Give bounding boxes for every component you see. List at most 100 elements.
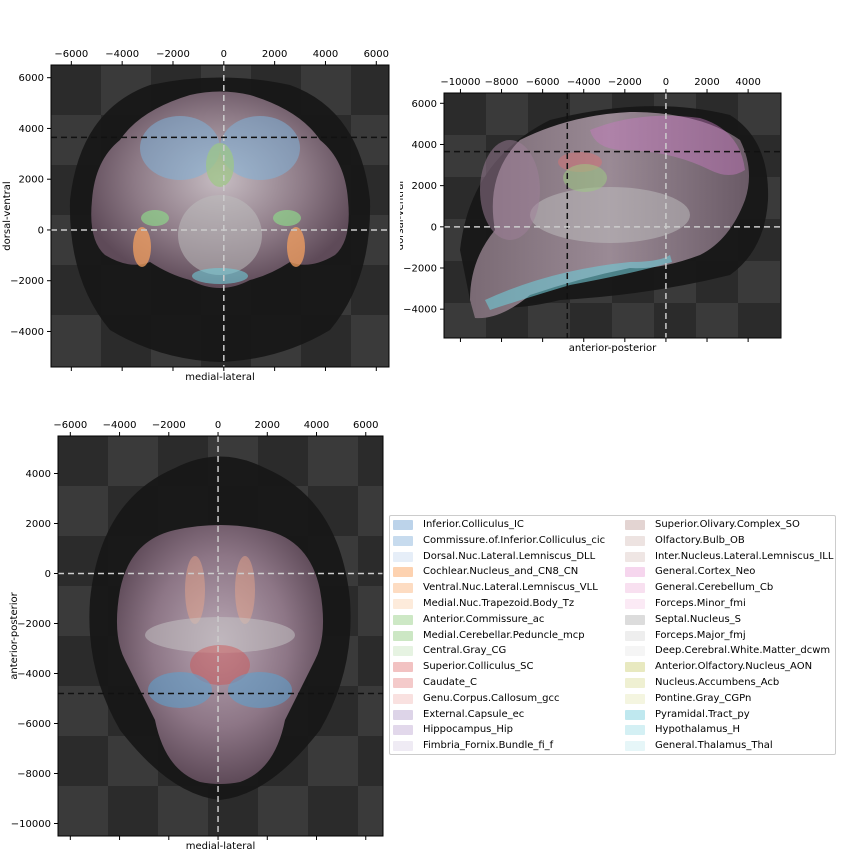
legend-swatch — [393, 535, 413, 546]
legend-swatch — [625, 741, 645, 752]
legend-label: Hippocampus_Hip — [423, 724, 514, 736]
x-tick-label: 6000 — [364, 49, 389, 60]
region-brainstem-gray — [530, 187, 690, 243]
legend-swatch — [625, 567, 645, 578]
x-tick-label: −4000 — [103, 420, 137, 431]
legend-label: General.Thalamus_Thal — [655, 740, 773, 752]
y-tick-label: −4000 — [403, 305, 437, 316]
y-tick-label: 6000 — [19, 73, 44, 84]
x-tick-label: 2000 — [255, 420, 280, 431]
legend-swatch — [625, 551, 645, 562]
region-inferior-colliculus-right — [228, 672, 292, 708]
y-tick-label: 0 — [45, 569, 51, 580]
legend-label: Fimbria_Fornix.Bundle_fi_f — [423, 740, 554, 752]
x-tick-label: 4000 — [735, 77, 760, 88]
x-tick-label: −2000 — [152, 420, 186, 431]
legend-swatch — [393, 725, 413, 736]
y-axis-label: dorsal-ventral — [400, 181, 406, 250]
legend-swatch — [625, 630, 645, 641]
legend-label: Inferior.Colliculus_IC — [423, 519, 524, 530]
legend-label: Dorsal.Nuc.Lateral.Lemniscus_DLL — [423, 550, 596, 562]
legend-label: Pyramidal.Tract_py — [655, 708, 750, 720]
legend-label: General.Cortex_Neo — [655, 566, 756, 578]
y-tick-label: −2000 — [403, 264, 437, 275]
legend-swatch — [393, 662, 413, 673]
legend-label: Commissure.of.Inferior.Colliculus_cic — [423, 534, 606, 546]
region-pons-gray — [178, 195, 262, 275]
y-tick-label: −6000 — [17, 719, 51, 730]
axes-frame — [57, 435, 384, 837]
legend-label: Septal.Nucleus_S — [655, 613, 741, 625]
legend-swatch — [625, 535, 645, 546]
legend-label: General.Cerebellum_Cb — [655, 582, 774, 594]
x-tick-label: −4000 — [567, 77, 601, 88]
legend-label: Anterior.Olfactory.Nucleus_AON — [655, 661, 813, 673]
x-tick-label: −4000 — [105, 49, 139, 60]
legend-label: Medial.Cerebellar.Peduncle_mcp — [423, 629, 585, 641]
coronal-view-panel: −6000 −4000 −2000 0 2000 4000 6000 6000 4000 2000… — [2, 49, 390, 383]
coronal-axes: −6000 −4000 −2000 0 2000 4000 6000 6000 4000 2000… — [2, 49, 390, 383]
legend-swatch — [393, 583, 413, 594]
y-tick-label: 0 — [431, 222, 437, 233]
axial-view-panel: −6000 −4000 −2000 0 2000 4000 6000 4000 2000 0 −20… — [9, 420, 384, 852]
sagittal-image — [444, 93, 781, 338]
axes-frame — [50, 64, 390, 368]
x-tick-label: 2000 — [262, 49, 287, 60]
legend-swatch — [625, 693, 645, 704]
legend-swatch — [625, 709, 645, 720]
legend-swatch — [625, 678, 645, 688]
y-tick-label: −10000 — [11, 819, 51, 830]
legend-swatch — [393, 599, 413, 609]
region-cerebellar-peduncle-left — [141, 210, 169, 226]
legend-label: Genu.Corpus.Callosum_gcc — [423, 692, 560, 704]
region-inferior-colliculus-left — [140, 116, 220, 180]
region-cerebellar-peduncle-right — [273, 210, 301, 226]
legend-label: Olfactory.Bulb_OB — [655, 534, 745, 546]
y-tick-label: 2000 — [26, 519, 51, 530]
region-pyramidal-tract — [485, 255, 672, 310]
legend-swatch — [393, 741, 413, 752]
legend-swatch — [625, 520, 645, 530]
legend-swatch — [393, 646, 413, 657]
legend-swatch — [393, 709, 413, 720]
x-tick-label: 4000 — [313, 49, 338, 60]
legend-label: Superior.Colliculus_SC — [423, 661, 534, 673]
legend-swatch — [625, 662, 645, 673]
region-caudate-right — [235, 556, 255, 624]
legend-label: External.Capsule_ec — [423, 708, 525, 720]
y-tick-label: 4000 — [412, 140, 437, 151]
legend-swatch — [393, 520, 413, 530]
region-central-gray — [206, 143, 234, 187]
legend-label: Cochlear.Nucleus_and_CN8_CN — [423, 566, 579, 578]
y-tick-label: 4000 — [26, 469, 51, 480]
x-tick-label: −10000 — [440, 77, 480, 88]
region-superior-colliculus — [190, 645, 250, 685]
x-tick-label: 0 — [215, 420, 221, 431]
x-tick-label: −2000 — [608, 77, 642, 88]
legend-swatch — [625, 614, 645, 625]
x-tick-label: 4000 — [304, 420, 329, 431]
legend-swatch — [625, 599, 645, 609]
legend-label: Deep.Cerebral.White.Matter_dcwm — [655, 645, 831, 657]
y-axis-label: anterior-posterior — [9, 591, 20, 679]
legend-swatch — [393, 614, 413, 625]
legend-label: Forceps.Minor_fmi — [655, 598, 746, 609]
region-inferior-colliculus-right — [220, 116, 300, 180]
x-tick-label: 2000 — [694, 77, 719, 88]
x-tick-label: 0 — [221, 49, 227, 60]
legend-swatch — [625, 583, 645, 594]
axial-axes: −6000 −4000 −2000 0 2000 4000 6000 4000 2000 0 −20… — [9, 420, 384, 852]
legend-label: Anterior.Commissure_ac — [423, 613, 545, 625]
region-pyramidal-tract — [192, 268, 248, 284]
legend-swatch — [393, 678, 413, 688]
y-tick-label: 2000 — [412, 181, 437, 192]
x-axis-label: medial-lateral — [186, 841, 256, 852]
y-tick-label: 6000 — [412, 99, 437, 110]
legend-swatch — [393, 630, 413, 641]
legend-swatch — [393, 693, 413, 704]
legend-swatch — [393, 551, 413, 562]
axes-frame — [443, 92, 782, 339]
x-tick-label: −2000 — [156, 49, 190, 60]
y-tick-label: −4000 — [17, 669, 51, 680]
legend-swatch — [625, 646, 645, 657]
